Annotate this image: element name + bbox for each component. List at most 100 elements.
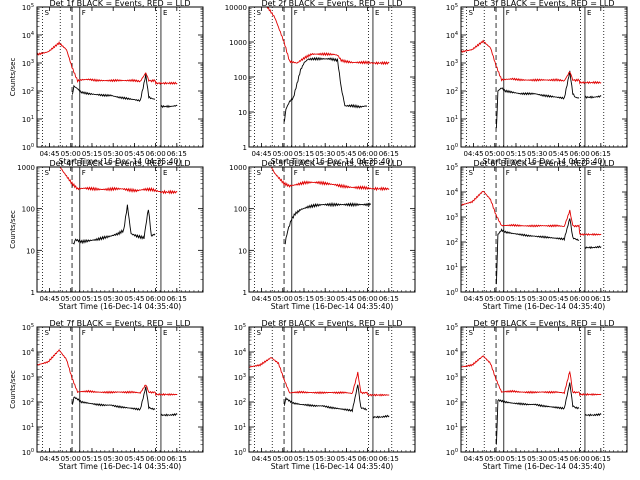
event-marker-F: F xyxy=(294,329,298,337)
x-tick-label: 06:15 xyxy=(167,295,187,303)
y-tick-label: 105 xyxy=(446,3,458,12)
x-tick-label: 05:00 xyxy=(61,295,81,303)
plot-frame xyxy=(36,166,204,293)
y-tick-label: 102 xyxy=(446,238,458,247)
y-tick-label: 1 xyxy=(243,289,247,297)
event-marker-E: E xyxy=(375,329,379,337)
y-tick-label: 104 xyxy=(446,31,458,40)
event-marker-S: S xyxy=(257,9,262,17)
y-tick-label: 101 xyxy=(446,115,458,124)
x-tick-label: 04:45 xyxy=(39,150,59,158)
event-marker-E: E xyxy=(163,9,167,17)
plot-frame xyxy=(248,326,416,453)
series-events-black xyxy=(372,414,390,419)
event-marker-E: E xyxy=(375,169,379,177)
x-tick-label: 06:00 xyxy=(146,150,166,158)
x-axis-label: Start Time (16-Dec-14 04:35:40) xyxy=(271,462,393,471)
x-tick-label: 06:15 xyxy=(591,295,611,303)
plot-frame xyxy=(36,326,204,453)
event-marker-S: S xyxy=(45,9,50,17)
x-axis-label: Start Time (16-Dec-14 04:35:40) xyxy=(59,157,181,166)
series-events-black xyxy=(72,204,156,245)
series-events-black xyxy=(160,413,178,417)
x-tick-label: 06:15 xyxy=(591,455,611,463)
event-marker-F: F xyxy=(506,9,510,17)
y-tick-label: 103 xyxy=(446,373,458,382)
y-tick-label: 105 xyxy=(446,163,458,172)
series-events-black xyxy=(584,95,602,99)
event-marker-F: F xyxy=(506,169,510,177)
y-axis-label: Counts/sec xyxy=(9,210,17,249)
event-marker-F: F xyxy=(294,9,298,17)
x-tick-label: 05:15 xyxy=(506,150,526,158)
y-tick-label: 105 xyxy=(446,323,458,332)
y-tick-label: 100 xyxy=(446,143,458,152)
y-tick-label: 100 xyxy=(446,288,458,297)
series-lld-red xyxy=(271,167,390,192)
x-tick-label: 06:00 xyxy=(570,295,590,303)
series-events-black xyxy=(160,104,178,109)
x-tick-label: 04:45 xyxy=(39,455,59,463)
series-lld-red xyxy=(37,348,178,397)
plot-frame xyxy=(460,166,628,293)
y-axis-label: Counts/sec xyxy=(9,58,17,97)
x-tick-label: 05:00 xyxy=(485,150,505,158)
panel-title: Det 7f BLACK = Events, RED = LLD xyxy=(49,319,190,328)
x-tick-label: 05:30 xyxy=(527,455,547,463)
x-tick-label: 05:45 xyxy=(548,455,568,463)
x-tick-label: 04:45 xyxy=(251,295,271,303)
x-axis-label: Start Time (16-Dec-14 04:35:40) xyxy=(483,302,605,311)
x-tick-label: 05:30 xyxy=(103,295,123,303)
x-tick-label: 05:00 xyxy=(61,150,81,158)
x-axis-label: Start Time (16-Dec-14 04:35:40) xyxy=(59,462,181,471)
y-tick-label: 100 xyxy=(234,74,247,82)
event-marker-S: S xyxy=(469,169,474,177)
y-tick-label: 101 xyxy=(446,423,458,432)
y-tick-label: 104 xyxy=(22,348,34,357)
y-tick-label: 104 xyxy=(446,348,458,357)
event-marker-S: S xyxy=(45,169,50,177)
y-tick-label: 103 xyxy=(446,59,458,68)
event-marker-E: E xyxy=(587,169,591,177)
y-tick-label: 105 xyxy=(234,323,246,332)
x-tick-label: 05:00 xyxy=(273,295,293,303)
series-lld-red xyxy=(37,41,178,86)
x-tick-label: 05:15 xyxy=(294,295,314,303)
y-tick-label: 103 xyxy=(446,213,458,222)
y-tick-label: 105 xyxy=(22,323,34,332)
y-tick-label: 102 xyxy=(446,398,458,407)
panel-title: Det 8f BLACK = Events, RED = LLD xyxy=(261,319,402,328)
panel-title: Det 6f BLACK = Events, RED = LLD xyxy=(473,159,614,168)
x-tick-label: 06:15 xyxy=(167,150,187,158)
x-tick-label: 05:30 xyxy=(103,150,123,158)
plot-frame xyxy=(460,326,628,453)
event-marker-S: S xyxy=(469,9,474,17)
y-tick-label: 10 xyxy=(238,109,247,117)
y-tick-label: 104 xyxy=(234,348,246,357)
x-tick-label: 05:15 xyxy=(506,295,526,303)
y-tick-label: 103 xyxy=(22,373,34,382)
x-tick-label: 05:15 xyxy=(82,455,102,463)
x-tick-label: 05:30 xyxy=(315,150,335,158)
panel-title: Det 3f BLACK = Events, RED = LLD xyxy=(473,0,614,8)
y-tick-label: 1000 xyxy=(17,164,35,172)
event-marker-E: E xyxy=(163,329,167,337)
x-tick-label: 04:45 xyxy=(463,150,483,158)
x-tick-label: 06:00 xyxy=(358,295,378,303)
x-tick-label: 06:15 xyxy=(379,455,399,463)
x-tick-label: 04:45 xyxy=(39,295,59,303)
x-tick-label: 05:15 xyxy=(294,455,314,463)
x-tick-label: 05:45 xyxy=(124,150,144,158)
x-tick-label: 06:15 xyxy=(379,150,399,158)
series-events-black xyxy=(284,202,372,245)
y-tick-label: 102 xyxy=(234,398,246,407)
plot-frame xyxy=(248,6,416,148)
event-marker-F: F xyxy=(506,329,510,337)
panel-title: Det 2f BLACK = Events, RED = LLD xyxy=(261,0,402,8)
x-tick-label: 06:00 xyxy=(358,150,378,158)
x-tick-label: 05:00 xyxy=(485,455,505,463)
x-tick-label: 05:45 xyxy=(336,295,356,303)
